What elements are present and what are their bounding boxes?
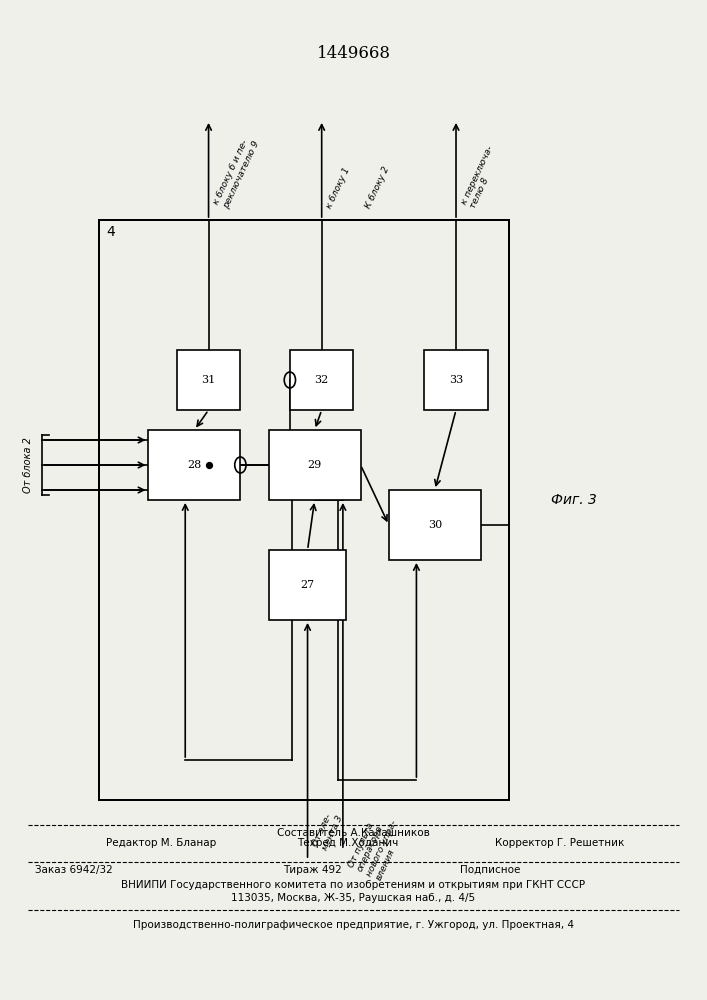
Text: 1449668: 1449668 bbox=[317, 45, 390, 62]
Text: К блоку 2: К блоку 2 bbox=[364, 165, 392, 210]
Text: 30: 30 bbox=[428, 520, 442, 530]
Text: к блоку б и пе-
реключателю 9: к блоку б и пе- реключателю 9 bbox=[212, 135, 261, 210]
Bar bbox=[269, 430, 361, 500]
Bar bbox=[99, 220, 509, 800]
Text: От блока 2: От блока 2 bbox=[23, 437, 33, 493]
Text: Производственно-полиграфическое предприятие, г. Ужгород, ул. Проектная, 4: Производственно-полиграфическое предприя… bbox=[133, 920, 574, 930]
Text: ВНИИПИ Государственного комитета по изобретениям и открытиям при ГКНТ СССР: ВНИИПИ Государственного комитета по изоб… bbox=[122, 880, 585, 890]
Text: От пульта
оператора
нового упра-
вления: От пульта оператора нового упра- вления bbox=[346, 810, 409, 882]
Text: Техред М.Ходанич: Техред М.Ходанич bbox=[297, 838, 398, 848]
Text: 29: 29 bbox=[308, 460, 322, 470]
Point bbox=[203, 457, 214, 473]
Text: От эле-
мента 3: От эле- мента 3 bbox=[311, 810, 344, 852]
Text: Редактор М. Бланар: Редактор М. Бланар bbox=[106, 838, 216, 848]
Bar bbox=[269, 550, 346, 620]
Text: Подписное: Подписное bbox=[460, 865, 520, 875]
Text: к блоку 1: к блоку 1 bbox=[325, 166, 352, 210]
Text: к переключа-
телю 8: к переключа- телю 8 bbox=[460, 144, 504, 210]
Text: 32: 32 bbox=[315, 375, 329, 385]
Text: 28: 28 bbox=[187, 460, 201, 470]
Text: Корректор Г. Решетник: Корректор Г. Решетник bbox=[495, 838, 624, 848]
Text: 4: 4 bbox=[106, 225, 115, 239]
Bar bbox=[290, 350, 354, 410]
Bar bbox=[148, 430, 240, 500]
Text: 33: 33 bbox=[449, 375, 463, 385]
Bar bbox=[177, 350, 240, 410]
Bar bbox=[424, 350, 488, 410]
Text: Фиг. 3: Фиг. 3 bbox=[551, 493, 597, 507]
Text: 27: 27 bbox=[300, 580, 315, 590]
Text: 113035, Москва, Ж-35, Раушская наб., д. 4/5: 113035, Москва, Ж-35, Раушская наб., д. … bbox=[231, 893, 476, 903]
Text: Тираж 492: Тираж 492 bbox=[283, 865, 341, 875]
Text: Составитель А.Калашников: Составитель А.Калашников bbox=[277, 828, 430, 838]
Text: 31: 31 bbox=[201, 375, 216, 385]
Text: Заказ 6942/32: Заказ 6942/32 bbox=[35, 865, 113, 875]
Bar bbox=[389, 490, 481, 560]
